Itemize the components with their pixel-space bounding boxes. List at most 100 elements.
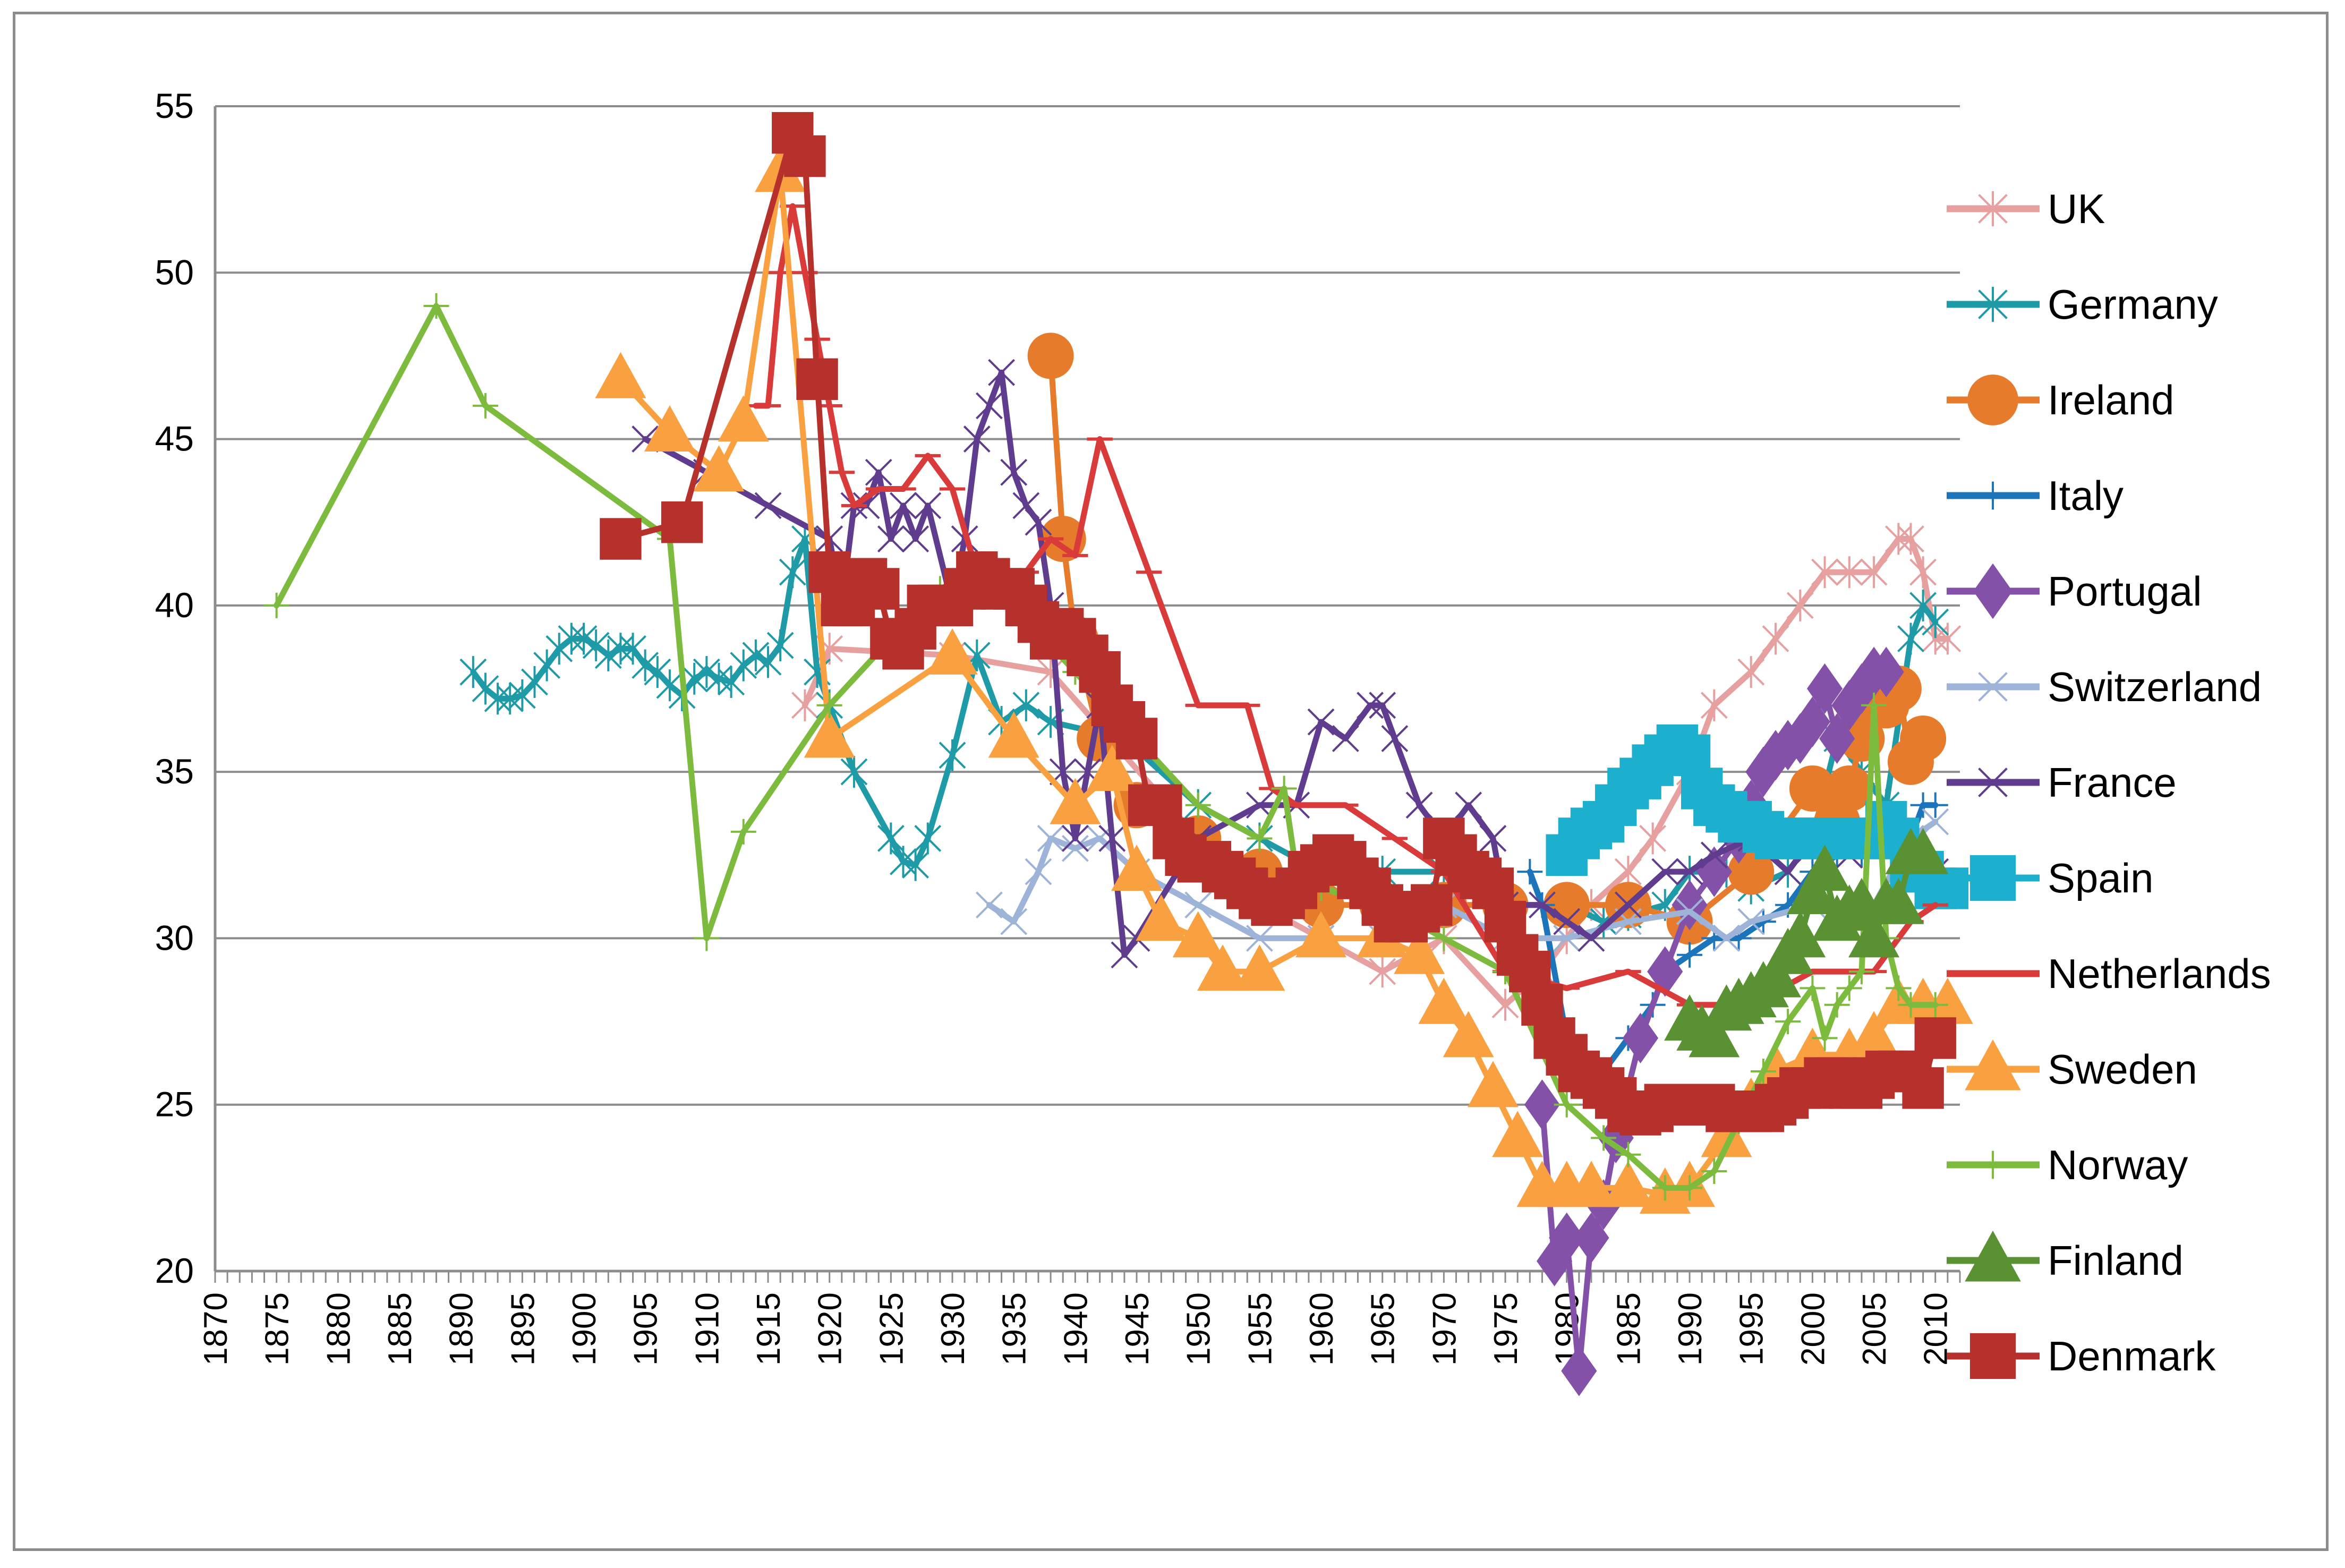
data-point <box>1800 975 1826 1001</box>
data-point <box>472 393 498 419</box>
data-point <box>1737 908 1765 935</box>
data-point <box>754 492 782 519</box>
data-point <box>619 633 646 665</box>
data-point <box>459 656 487 688</box>
data-point <box>607 633 634 665</box>
legend-item-switzerland: Switzerland <box>1947 663 2262 710</box>
data-point <box>1524 1079 1561 1130</box>
x-tick-label: 1905 <box>628 1292 664 1366</box>
x-tick-label: 1925 <box>873 1292 910 1366</box>
legend-marker <box>1978 191 2008 226</box>
data-point <box>1786 589 1814 621</box>
data-point <box>521 666 548 698</box>
x-tick-label: 1940 <box>1058 1292 1094 1366</box>
data-point <box>1247 825 1273 851</box>
legend-label: Spain <box>2048 855 2154 901</box>
legend-item-uk: UK <box>1947 185 2105 232</box>
x-tick-label: 1955 <box>1242 1292 1278 1366</box>
legend-marker <box>1969 1333 2016 1379</box>
legend-item-finland: Finland <box>1947 1230 2184 1284</box>
data-point <box>1884 523 1912 555</box>
data-point <box>1086 825 1114 852</box>
legend: UK Germany Ireland Italy Portugal Switzerland… <box>1947 185 2271 1379</box>
data-point <box>1775 1009 1801 1035</box>
data-point <box>1614 891 1642 919</box>
legend-marker <box>1969 855 2016 901</box>
data-point <box>1836 975 1862 1001</box>
data-point <box>1700 841 1728 869</box>
data-point <box>1025 858 1052 885</box>
legend-marker <box>1967 374 2018 425</box>
x-tick-label: 1970 <box>1426 1292 1463 1366</box>
data-point <box>1651 858 1679 885</box>
y-tick-label: 55 <box>155 86 194 125</box>
data-point <box>1307 708 1335 736</box>
data-point <box>865 458 892 486</box>
data-point <box>1037 656 1064 688</box>
data-point <box>263 592 289 618</box>
legend-label: Netherlands <box>2048 950 2271 997</box>
data-point <box>988 359 1015 386</box>
data-point <box>779 556 806 589</box>
data-point <box>1794 696 1830 747</box>
legend-label: Sweden <box>2048 1046 2197 1093</box>
data-point <box>484 683 511 715</box>
legend-label: Portugal <box>2048 568 2202 615</box>
data-point <box>1737 656 1765 688</box>
legend-item-france: France <box>1947 759 2177 806</box>
data-point <box>1696 846 1732 897</box>
legend-item-norway: Norway <box>1947 1141 2188 1188</box>
data-point <box>661 501 703 543</box>
data-point <box>1824 992 1850 1018</box>
data-point <box>1836 556 1863 589</box>
series-group <box>263 112 1973 1396</box>
data-point <box>1799 845 1851 891</box>
data-point <box>1622 1012 1659 1063</box>
legend-marker <box>1965 1230 2021 1282</box>
data-point <box>1172 911 1224 958</box>
data-point <box>1411 884 1453 926</box>
legend-marker <box>1979 1151 2007 1179</box>
data-point <box>1676 898 1703 925</box>
data-point <box>1677 942 1703 968</box>
data-point <box>1561 1345 1597 1396</box>
data-point <box>1431 925 1457 951</box>
data-point <box>1922 808 1949 836</box>
legend-label: Switzerland <box>2048 663 2262 710</box>
data-point <box>1369 956 1396 988</box>
data-point <box>1898 992 1924 1018</box>
data-point <box>1848 959 1874 985</box>
legend-item-ireland: Ireland <box>1947 374 2175 425</box>
legend-marker <box>1979 481 2007 510</box>
legend-label: Ireland <box>2048 377 2175 423</box>
data-point <box>988 711 1039 758</box>
series-finland <box>1664 828 1949 1058</box>
data-point <box>1914 1017 1956 1059</box>
x-tick-label: 1995 <box>1734 1292 1770 1366</box>
data-point <box>1012 689 1040 721</box>
data-point <box>656 669 684 702</box>
data-point <box>1701 1111 1752 1157</box>
data-point <box>1025 508 1052 536</box>
data-point <box>1185 792 1211 818</box>
data-point <box>595 352 646 398</box>
data-point <box>1789 765 1836 812</box>
data-point <box>1037 825 1064 852</box>
data-point <box>1775 911 1826 958</box>
data-point <box>1271 776 1297 802</box>
legend-label: France <box>2048 759 2177 806</box>
legend-marker <box>1978 768 2008 797</box>
data-point <box>754 646 782 678</box>
data-point <box>1115 718 1158 760</box>
data-point <box>1713 925 1740 952</box>
data-point <box>914 492 942 519</box>
data-point <box>927 628 978 675</box>
data-point <box>1922 606 1949 638</box>
data-point <box>742 639 770 671</box>
data-point <box>1443 1011 1494 1058</box>
data-point <box>594 639 622 671</box>
data-point <box>1922 792 1948 818</box>
data-point <box>816 692 842 718</box>
data-point <box>1332 725 1359 752</box>
